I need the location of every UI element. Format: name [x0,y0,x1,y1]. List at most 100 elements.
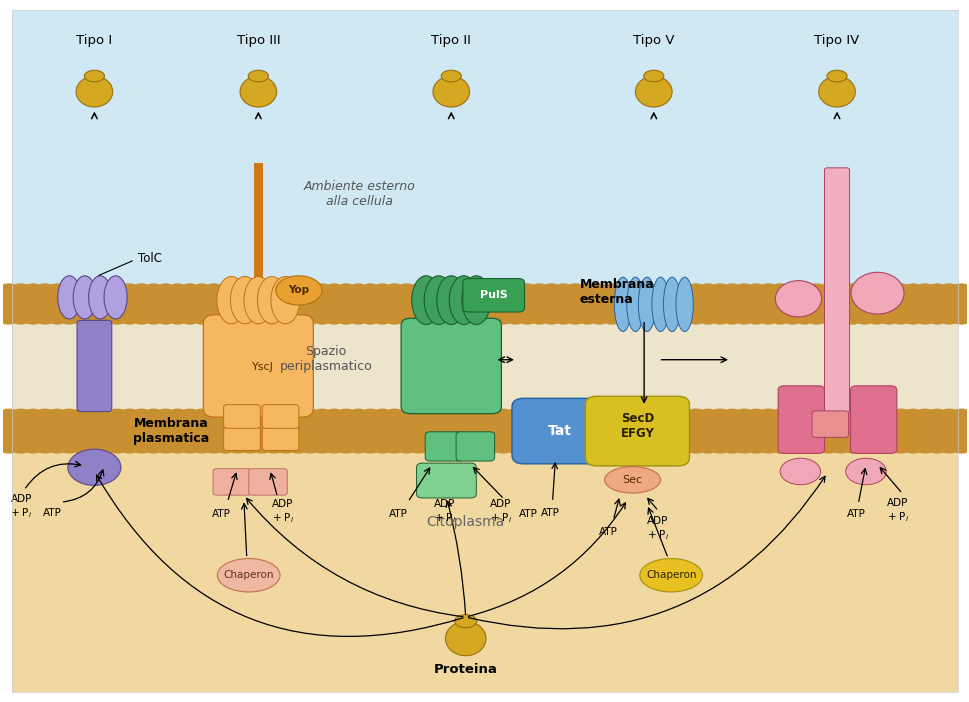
Circle shape [744,284,767,301]
Circle shape [69,435,94,453]
Text: ATP: ATP [44,508,62,517]
FancyBboxPatch shape [248,469,287,495]
Circle shape [262,307,286,324]
Circle shape [322,435,347,453]
Circle shape [141,413,166,432]
Circle shape [576,303,599,320]
Circle shape [202,307,225,324]
Circle shape [515,288,539,305]
Circle shape [840,307,863,324]
Circle shape [69,413,94,432]
Circle shape [731,409,756,428]
Ellipse shape [436,276,465,324]
Circle shape [226,307,249,324]
Circle shape [141,288,165,305]
Circle shape [141,430,166,449]
Circle shape [912,435,937,453]
Circle shape [382,409,407,428]
Circle shape [889,307,912,324]
FancyBboxPatch shape [262,427,298,451]
Circle shape [828,284,852,301]
Circle shape [141,307,165,324]
Text: SecD
EFGY: SecD EFGY [620,411,654,439]
Circle shape [575,409,600,428]
Circle shape [899,409,924,428]
Circle shape [562,413,587,432]
Circle shape [912,413,937,432]
Circle shape [551,303,575,320]
Circle shape [46,303,69,320]
Circle shape [274,307,297,324]
Circle shape [309,413,334,432]
Circle shape [129,435,154,453]
Circle shape [176,413,203,432]
Circle shape [177,307,202,324]
Circle shape [923,430,949,449]
Circle shape [576,307,599,324]
Circle shape [419,307,442,324]
Circle shape [309,435,334,453]
Circle shape [706,413,732,432]
Circle shape [731,430,756,449]
Circle shape [828,307,852,324]
Circle shape [225,413,250,432]
Circle shape [176,430,203,449]
Circle shape [876,307,899,324]
Circle shape [696,307,719,324]
Circle shape [249,435,274,453]
Circle shape [80,413,106,432]
Circle shape [430,284,454,301]
Circle shape [792,288,815,305]
Circle shape [671,435,696,453]
Circle shape [286,288,309,305]
Circle shape [913,307,936,324]
Circle shape [875,435,900,453]
Circle shape [190,288,213,305]
Circle shape [587,284,610,301]
Ellipse shape [613,277,631,331]
Circle shape [550,409,576,428]
Text: Sec: Sec [622,475,641,485]
Circle shape [369,435,394,453]
Circle shape [45,435,70,453]
Circle shape [141,435,166,453]
Circle shape [297,413,323,432]
Circle shape [527,288,550,305]
Circle shape [394,284,418,301]
Text: Tipo II: Tipo II [431,34,471,47]
Circle shape [56,409,81,428]
Circle shape [888,409,913,428]
Circle shape [755,435,780,453]
Circle shape [406,409,431,428]
Circle shape [538,413,563,432]
Circle shape [840,284,863,301]
Circle shape [214,288,237,305]
Circle shape [45,430,70,449]
Circle shape [828,435,853,453]
Circle shape [527,303,550,320]
Circle shape [766,430,793,449]
Ellipse shape [239,77,276,107]
Circle shape [298,288,322,305]
Circle shape [117,284,141,301]
Circle shape [840,303,863,320]
Circle shape [514,435,540,453]
Circle shape [683,284,707,301]
Circle shape [660,288,683,305]
Circle shape [154,288,177,305]
FancyBboxPatch shape [512,398,608,464]
Circle shape [575,435,600,453]
FancyBboxPatch shape [224,404,260,428]
Bar [3,410,966,452]
Circle shape [250,303,273,320]
Text: ATP: ATP [518,509,537,519]
Circle shape [106,303,129,320]
Circle shape [490,435,516,453]
Circle shape [948,409,969,428]
Circle shape [262,288,286,305]
Circle shape [9,284,33,301]
Circle shape [297,409,323,428]
Circle shape [105,430,130,449]
Circle shape [539,288,562,305]
Ellipse shape [663,277,680,331]
